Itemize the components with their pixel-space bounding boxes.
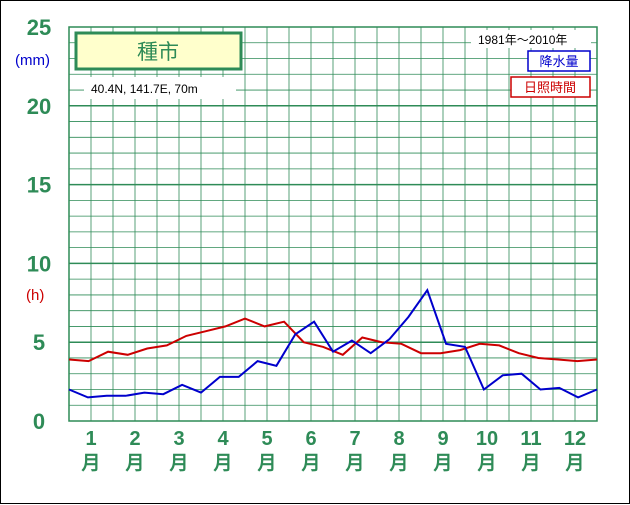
x-tick-month-number: 11 bbox=[520, 428, 541, 450]
location-text: 40.4N, 141.7E, 70m bbox=[91, 82, 198, 96]
y-tick-label: 5 bbox=[33, 330, 45, 355]
x-tick-month-number: 8 bbox=[393, 428, 404, 450]
x-tick-month-suffix: 月 bbox=[388, 452, 408, 474]
station-name: 種市 bbox=[137, 40, 179, 64]
y-tick-label: 15 bbox=[27, 173, 51, 198]
x-tick-month-suffix: 月 bbox=[212, 452, 232, 474]
y-tick-label: 0 bbox=[33, 409, 45, 434]
x-tick-month-suffix: 月 bbox=[168, 452, 188, 474]
x-tick-month-number: 6 bbox=[305, 428, 316, 450]
legend-precip-box bbox=[527, 50, 591, 72]
x-tick-month-number: 4 bbox=[217, 428, 229, 450]
x-tick-month-number: 5 bbox=[261, 428, 272, 450]
legend-sunshine-label: 日照時間 bbox=[524, 81, 576, 96]
x-tick-month-number: 10 bbox=[476, 428, 498, 450]
x-tick-month-number: 7 bbox=[349, 428, 360, 450]
period-text: 1981年〜2010年 bbox=[478, 33, 567, 47]
location-box bbox=[84, 77, 236, 99]
x-tick-month-suffix: 月 bbox=[80, 452, 100, 474]
legend-sunshine-box bbox=[510, 76, 591, 98]
x-tick-month-suffix: 月 bbox=[344, 452, 364, 474]
period-box bbox=[471, 30, 591, 48]
x-tick-month-number: 12 bbox=[564, 428, 586, 450]
x-tick-month-suffix: 月 bbox=[564, 452, 584, 474]
y-tick-label: 25 bbox=[27, 15, 51, 40]
y-tick-label: 20 bbox=[27, 94, 51, 119]
x-tick-month-suffix: 月 bbox=[476, 452, 496, 474]
title-box bbox=[74, 31, 243, 71]
x-tick-month-number: 2 bbox=[129, 428, 140, 450]
y-unit-mm: (mm) bbox=[15, 52, 50, 69]
x-tick-month-suffix: 月 bbox=[520, 452, 540, 474]
y-tick-label: 10 bbox=[27, 251, 51, 276]
x-tick-month-number: 3 bbox=[173, 428, 184, 450]
y-unit-hours: (h) bbox=[26, 287, 44, 304]
series-line-precipitation bbox=[68, 288, 598, 399]
x-tick-month-number: 9 bbox=[437, 428, 448, 450]
x-tick-month-suffix: 月 bbox=[432, 452, 452, 474]
x-tick-month-number: 1 bbox=[85, 428, 96, 450]
x-tick-month-suffix: 月 bbox=[300, 452, 320, 474]
y-axis-ticks: 0 5 10 15 20 25 bbox=[27, 15, 51, 434]
x-tick-month-suffix: 月 bbox=[256, 452, 276, 474]
legend-precip-label: 降水量 bbox=[539, 55, 578, 70]
x-tick-month-suffix: 月 bbox=[124, 452, 144, 474]
